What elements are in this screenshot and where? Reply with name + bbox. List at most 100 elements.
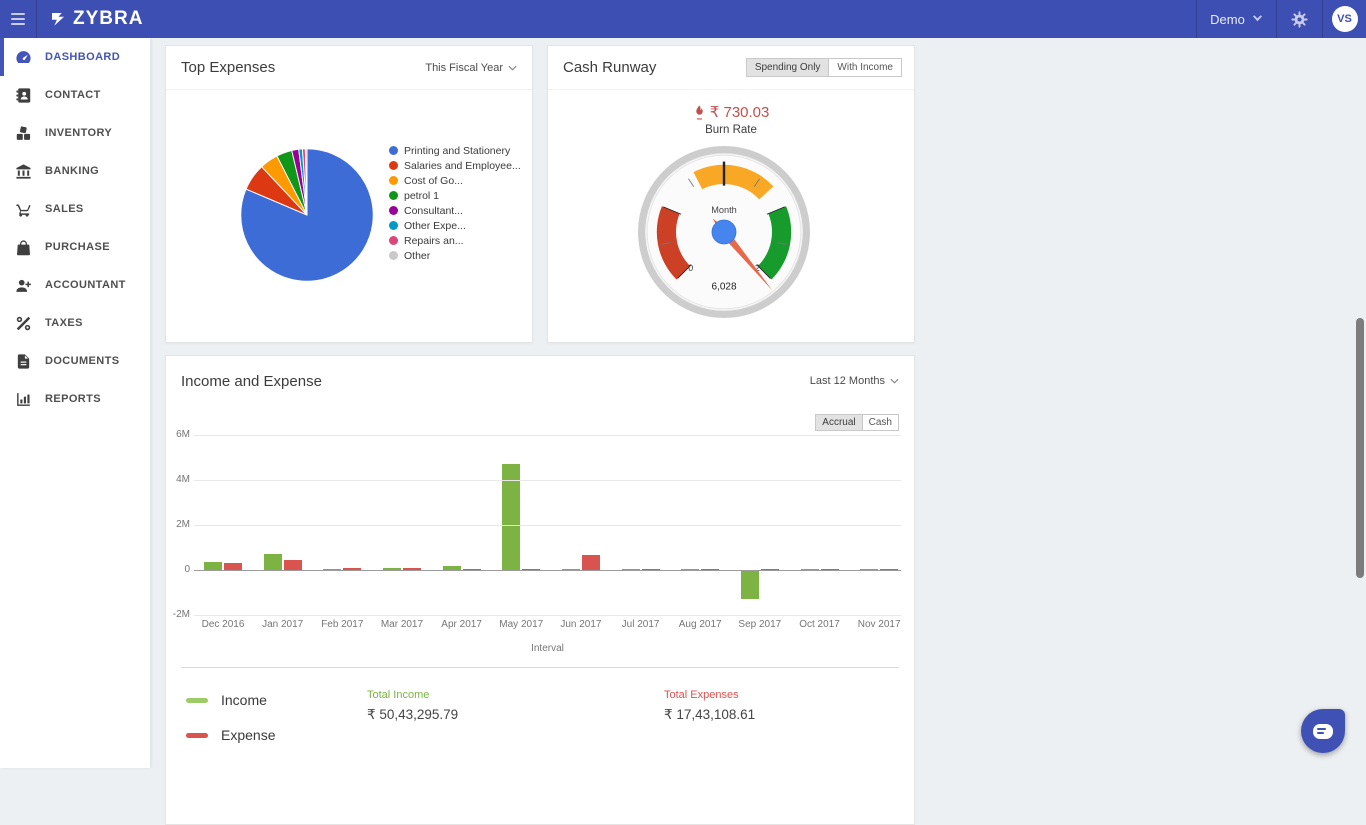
gauge-dial-label: Month (711, 205, 737, 215)
sidebar-item-dashboard[interactable]: DASHBOARD (0, 38, 150, 76)
divider (181, 667, 899, 668)
percent-icon (15, 315, 32, 332)
main-content: Top Expenses This Fiscal Year Printing a… (150, 38, 1366, 768)
hamburger-menu-button[interactable] (0, 0, 37, 38)
total-expenses-value: ₹ 17,43,108.61 (664, 707, 755, 723)
income-bar (264, 554, 282, 570)
y-axis-tick: 6M (166, 429, 190, 440)
series-legend-item: Expense (186, 727, 275, 743)
pie-legend-label: Other Expe... (404, 220, 466, 232)
sidebar-item-purchase[interactable]: PURCHASE (0, 228, 150, 266)
y-axis-tick: 0 (166, 564, 190, 575)
legend-dot-icon (389, 161, 398, 170)
income-expense-title: Income and Expense (181, 373, 322, 390)
series-legend-label: Income (221, 692, 267, 708)
settings-button[interactable] (1276, 0, 1322, 38)
sidebar-item-banking[interactable]: BANKING (0, 152, 150, 190)
pie-legend-item: Salaries and Employee... (389, 160, 524, 172)
user-menu-button[interactable]: VS (1322, 0, 1366, 38)
app-logo[interactable]: ZYBRA (37, 0, 143, 38)
bag-icon (15, 239, 32, 256)
burn-rate-value: ₹ 730.03 (710, 104, 770, 121)
x-axis-tick: Apr 2017 (432, 619, 492, 630)
zybra-logo-icon (49, 10, 67, 28)
burn-rate-row: ₹ 730.03 (548, 103, 914, 121)
expense-bar (284, 560, 302, 570)
legend-dot-icon (389, 221, 398, 230)
dashboard-icon (15, 49, 32, 66)
legend-dot-icon (389, 191, 398, 200)
chevron-down-icon (890, 378, 899, 384)
sidebar-item-contact[interactable]: CONTACT (0, 76, 150, 114)
contact-icon (15, 87, 32, 104)
total-income-block: Total Income ₹ 50,43,295.79 (367, 689, 458, 723)
income-bar (741, 571, 759, 599)
sidebar-item-label: ACCOUNTANT (45, 279, 126, 291)
sidebar-item-taxes[interactable]: TAXES (0, 304, 150, 342)
sidebar-item-accountant[interactable]: ACCOUNTANT (0, 266, 150, 304)
total-income-label: Total Income (367, 689, 458, 701)
total-expenses-label: Total Expenses (664, 689, 755, 701)
legend-dash-icon (186, 698, 208, 703)
accrual-button[interactable]: Accrual (815, 414, 862, 431)
x-axis-tick: Mar 2017 (372, 619, 432, 630)
gridline (194, 615, 901, 616)
total-expenses-block: Total Expenses ₹ 17,43,108.61 (664, 689, 755, 723)
y-axis-tick: -2M (166, 609, 190, 620)
with-income-button[interactable]: With Income (829, 58, 902, 77)
gauge-min-label: 0 (688, 263, 693, 273)
income-expense-period-dropdown[interactable]: Last 12 Months (810, 375, 899, 387)
spending-only-button[interactable]: Spending Only (746, 58, 830, 77)
hamburger-icon (11, 10, 25, 28)
document-icon (15, 353, 32, 370)
sidebar-item-label: PURCHASE (45, 241, 110, 253)
pie-legend-item: Other (389, 250, 524, 262)
x-axis-tick: Dec 2016 (193, 619, 253, 630)
legend-dash-icon (186, 733, 208, 738)
gauge-value-label: 6,028 (711, 282, 736, 293)
x-axis-tick: Jul 2017 (611, 619, 671, 630)
pie-legend-label: Cost of Go... (404, 175, 463, 187)
chat-button[interactable] (1301, 709, 1345, 753)
sidebar-item-inventory[interactable]: INVENTORY (0, 114, 150, 152)
top-expenses-period-dropdown[interactable]: This Fiscal Year (425, 62, 517, 74)
sidebar-item-label: DOCUMENTS (45, 355, 120, 367)
gridline (194, 435, 901, 436)
pie-legend-item: Printing and Stationery (389, 145, 524, 157)
sidebar-item-reports[interactable]: REPORTS (0, 380, 150, 418)
chevron-down-icon (1252, 15, 1263, 23)
sidebar-item-documents[interactable]: DOCUMENTS (0, 342, 150, 380)
x-axis-title: Interval (194, 643, 901, 654)
income-expense-card: Income and Expense Last 12 Months Accrua… (165, 355, 915, 825)
org-name: Demo (1210, 12, 1245, 27)
sidebar-item-label: SALES (45, 203, 84, 215)
legend-dot-icon (389, 176, 398, 185)
pie-legend-label: Other (404, 250, 430, 262)
total-income-value: ₹ 50,43,295.79 (367, 707, 458, 723)
cash-button[interactable]: Cash (863, 414, 899, 431)
chat-icon (1313, 724, 1333, 739)
sidebar-item-label: DASHBOARD (45, 51, 120, 63)
org-menu-button[interactable]: Demo (1196, 0, 1276, 38)
gear-icon (1290, 10, 1309, 29)
sidebar-item-label: TAXES (45, 317, 83, 329)
pie-legend-item: Cost of Go... (389, 175, 524, 187)
legend-dot-icon (389, 146, 398, 155)
top-navbar: ZYBRA Demo VS (0, 0, 1366, 38)
pie-legend-label: petrol 1 (404, 190, 439, 202)
y-axis-tick: 4M (166, 474, 190, 485)
x-axis-tick: May 2017 (491, 619, 551, 630)
expense-bar (224, 563, 242, 570)
avatar: VS (1332, 6, 1358, 32)
sidebar-item-label: INVENTORY (45, 127, 112, 139)
gridline (194, 480, 901, 481)
series-legend-label: Expense (221, 727, 275, 743)
x-axis-tick: Oct 2017 (790, 619, 850, 630)
sidebar-item-sales[interactable]: SALES (0, 190, 150, 228)
scrollbar-thumb[interactable] (1356, 318, 1364, 578)
x-axis-tick: Nov 2017 (849, 619, 909, 630)
brand-name: ZYBRA (73, 8, 143, 30)
